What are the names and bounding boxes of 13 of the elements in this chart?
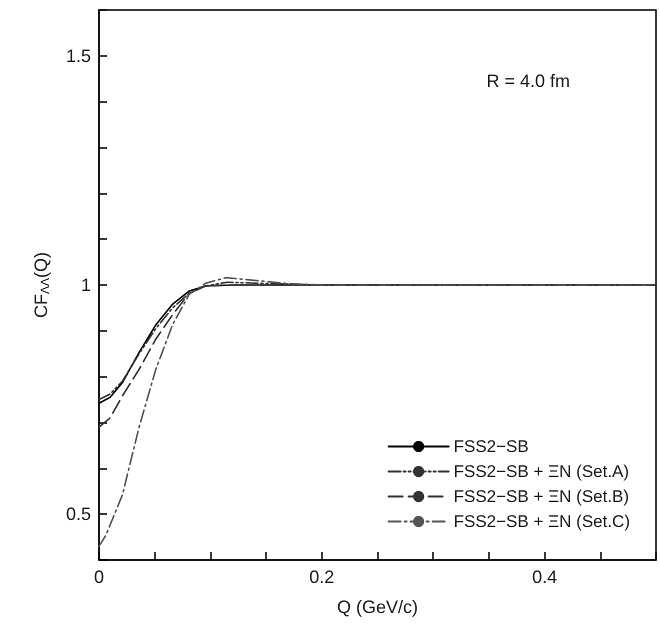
x-tick-label: 0.2 <box>309 567 334 587</box>
y-axis-title: CFΛΛ(Q) <box>31 252 52 318</box>
annotation: R = 4.0 fm <box>486 71 570 91</box>
y-tick-label: 1.5 <box>66 46 91 66</box>
y-tick-label: 0.5 <box>66 504 91 524</box>
y-tick-label: 1 <box>80 275 91 295</box>
x-tick-label: 0.4 <box>532 567 558 587</box>
legend-label: FSS2−SB + ΞN (Set.A) <box>454 462 630 481</box>
x-tick-label: 0 <box>94 567 104 587</box>
x-axis-title: Q (GeV/c) <box>336 597 418 617</box>
legend-label: FSS2−SB <box>454 437 529 456</box>
legend-label: FSS2−SB + ΞN (Set.B) <box>454 487 630 506</box>
legend-label: FSS2−SB + ΞN (Set.C) <box>454 512 630 531</box>
